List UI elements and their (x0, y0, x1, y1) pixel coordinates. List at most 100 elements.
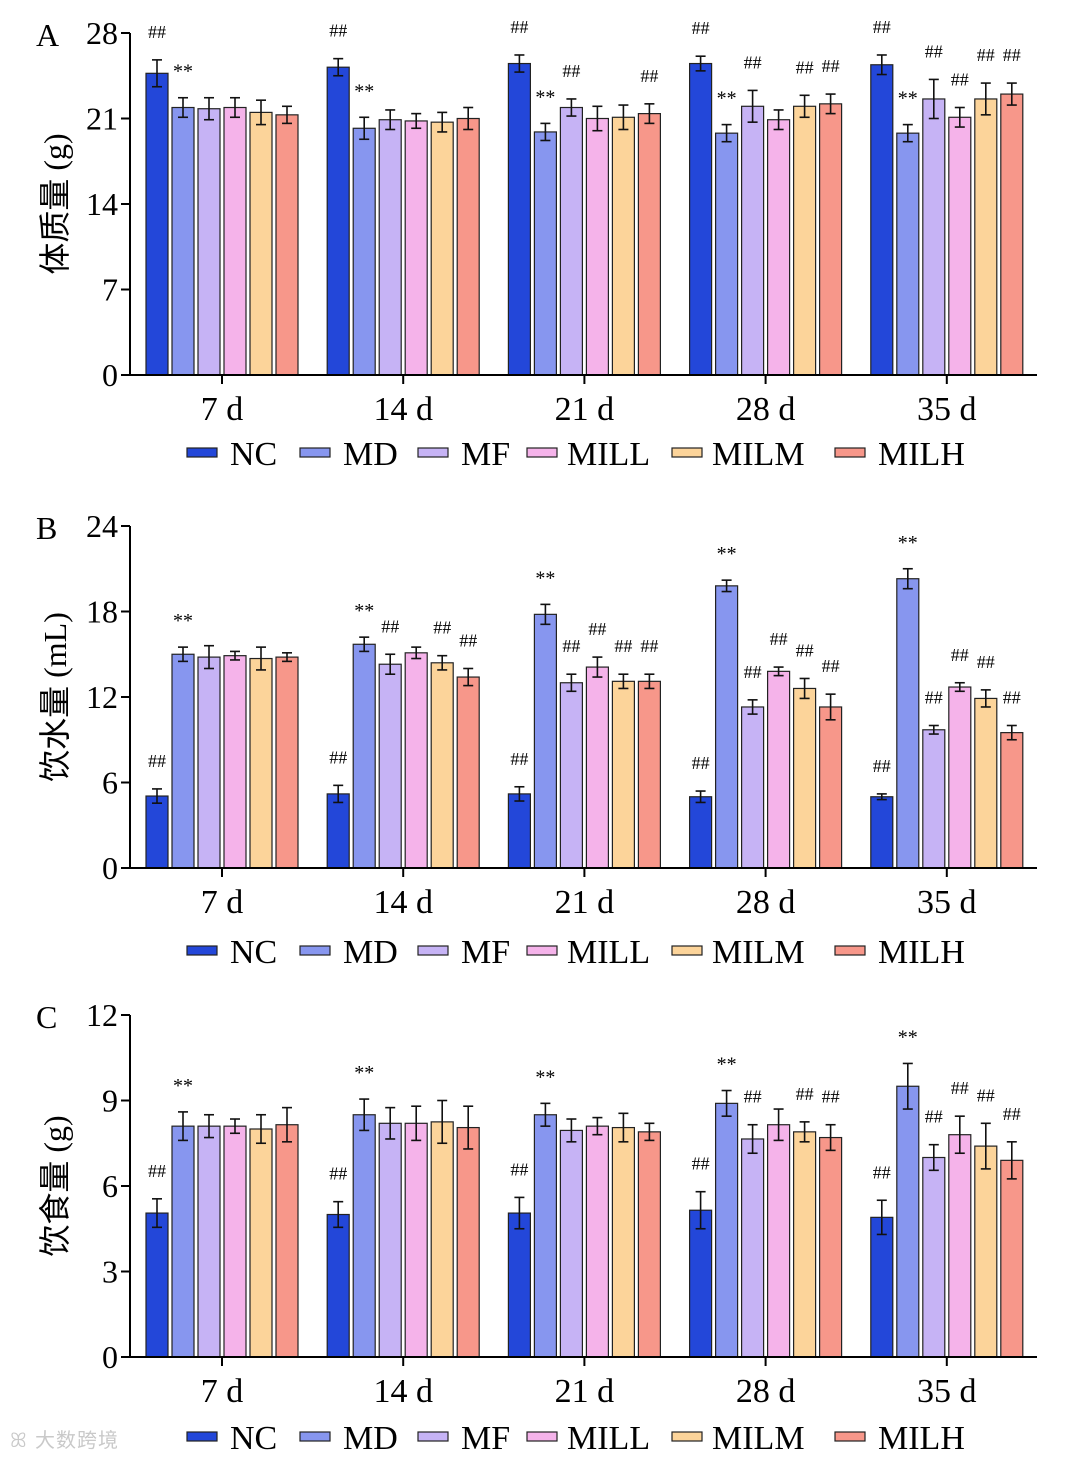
bar-mf (378, 1122, 402, 1358)
significance-hash: ## (329, 747, 347, 767)
bar-milm (249, 111, 273, 376)
significance-star: ** (717, 88, 737, 110)
legend-label: MD (343, 934, 398, 971)
significance-hash: ## (510, 1159, 528, 1179)
bar-mf (197, 108, 221, 376)
x-tick-label: 21 d (555, 884, 615, 921)
bar-milh (637, 113, 662, 376)
legend-label: NC (230, 436, 277, 473)
bar-md (896, 578, 920, 869)
bar-mf (740, 706, 765, 869)
significance-hash: ## (1003, 1104, 1021, 1124)
panel-letter: C (36, 999, 57, 1035)
bar-mill (948, 686, 972, 869)
legend-swatch-nc (186, 447, 218, 458)
legend-label: MILM (712, 1420, 805, 1457)
legend-label: MILM (712, 436, 805, 473)
legend-label: MF (461, 1420, 510, 1457)
legend-label: MILL (567, 1420, 650, 1457)
x-tick-label: 7 d (201, 1373, 244, 1410)
y-tick-label: 18 (86, 594, 118, 630)
bar-mf (378, 663, 402, 869)
x-tick-label: 28 d (736, 391, 796, 428)
significance-hash: ## (925, 1107, 943, 1127)
legend-swatch-mf (417, 945, 449, 956)
significance-hash: ## (951, 645, 969, 665)
bar-nc (507, 1212, 531, 1358)
bar-mf (197, 1125, 221, 1358)
significance-hash: ## (744, 1087, 762, 1107)
bar-milh (456, 1126, 480, 1358)
bar-milh (818, 1136, 843, 1358)
significance-hash: ## (796, 640, 814, 660)
x-tick-label: 28 d (736, 884, 796, 921)
legend-label: MD (343, 1420, 398, 1457)
bar-md (352, 643, 376, 869)
bar-mill (948, 1134, 972, 1358)
y-tick-label: 6 (102, 1168, 118, 1204)
legend-swatch-md (299, 1431, 331, 1442)
legend-label: NC (230, 934, 277, 971)
y-tick-label: 12 (86, 679, 118, 715)
x-tick-label: 14 d (373, 1373, 433, 1410)
significance-hash: ## (951, 70, 969, 90)
x-tick-label: 7 d (201, 391, 244, 428)
bar-milm (792, 105, 817, 376)
x-tick-label: 7 d (201, 884, 244, 921)
bar-mf (197, 656, 221, 869)
bar-nc (326, 1213, 350, 1358)
bar-mf (922, 98, 946, 376)
legend-label: MILL (567, 436, 650, 473)
bar-mill (585, 666, 610, 869)
y-axis-label: 饮食量 (g) (37, 1115, 73, 1256)
bar-nc (688, 796, 713, 869)
significance-hash: ## (873, 1162, 891, 1182)
significance-hash: ## (510, 749, 528, 769)
significance-star: ** (535, 86, 555, 108)
bar-md (171, 1125, 195, 1358)
legend-swatch-nc (186, 945, 218, 956)
x-tick-label: 28 d (736, 1373, 796, 1410)
legend-swatch-milh (834, 945, 866, 956)
y-tick-label: 21 (86, 101, 118, 137)
bar-milm (430, 1121, 454, 1358)
significance-hash: ## (951, 1078, 969, 1098)
significance-hash: ## (510, 17, 528, 37)
bar-milh (275, 114, 299, 376)
significance-hash: ## (744, 662, 762, 682)
significance-hash: ## (796, 57, 814, 77)
bar-milh (818, 103, 843, 376)
bar-md (352, 127, 376, 376)
legend-label: MILH (878, 934, 965, 971)
bar-milm (430, 662, 454, 869)
significance-hash: ## (796, 1084, 814, 1104)
significance-hash: ## (977, 652, 995, 672)
significance-hash: ## (925, 41, 943, 61)
bar-mill (585, 1125, 610, 1358)
significance-hash: ## (588, 619, 606, 639)
legend-label: MILL (567, 934, 650, 971)
bar-mill (223, 655, 247, 869)
legend-swatch-milh (834, 447, 866, 458)
significance-hash: ## (692, 18, 710, 38)
y-tick-label: 12 (86, 997, 118, 1033)
bar-nc (326, 793, 350, 869)
bar-mill (404, 120, 428, 376)
watermark: ꕤ 大数跨境 (10, 1428, 119, 1452)
significance-hash: ## (873, 17, 891, 37)
significance-hash: ## (459, 631, 477, 651)
bar-mf (922, 1156, 946, 1358)
bar-milm (974, 98, 998, 376)
y-tick-label: 28 (86, 15, 118, 51)
bar-mill (404, 652, 428, 869)
bar-nc (326, 66, 350, 376)
significance-hash: ## (381, 616, 399, 636)
significance-hash: ## (329, 1164, 347, 1184)
significance-hash: ## (692, 753, 710, 773)
legend-label: MILH (878, 1420, 965, 1457)
legend-swatch-md (299, 447, 331, 458)
y-tick-label: 24 (86, 508, 118, 544)
bar-milm (974, 1145, 998, 1358)
y-tick-label: 6 (102, 765, 118, 801)
